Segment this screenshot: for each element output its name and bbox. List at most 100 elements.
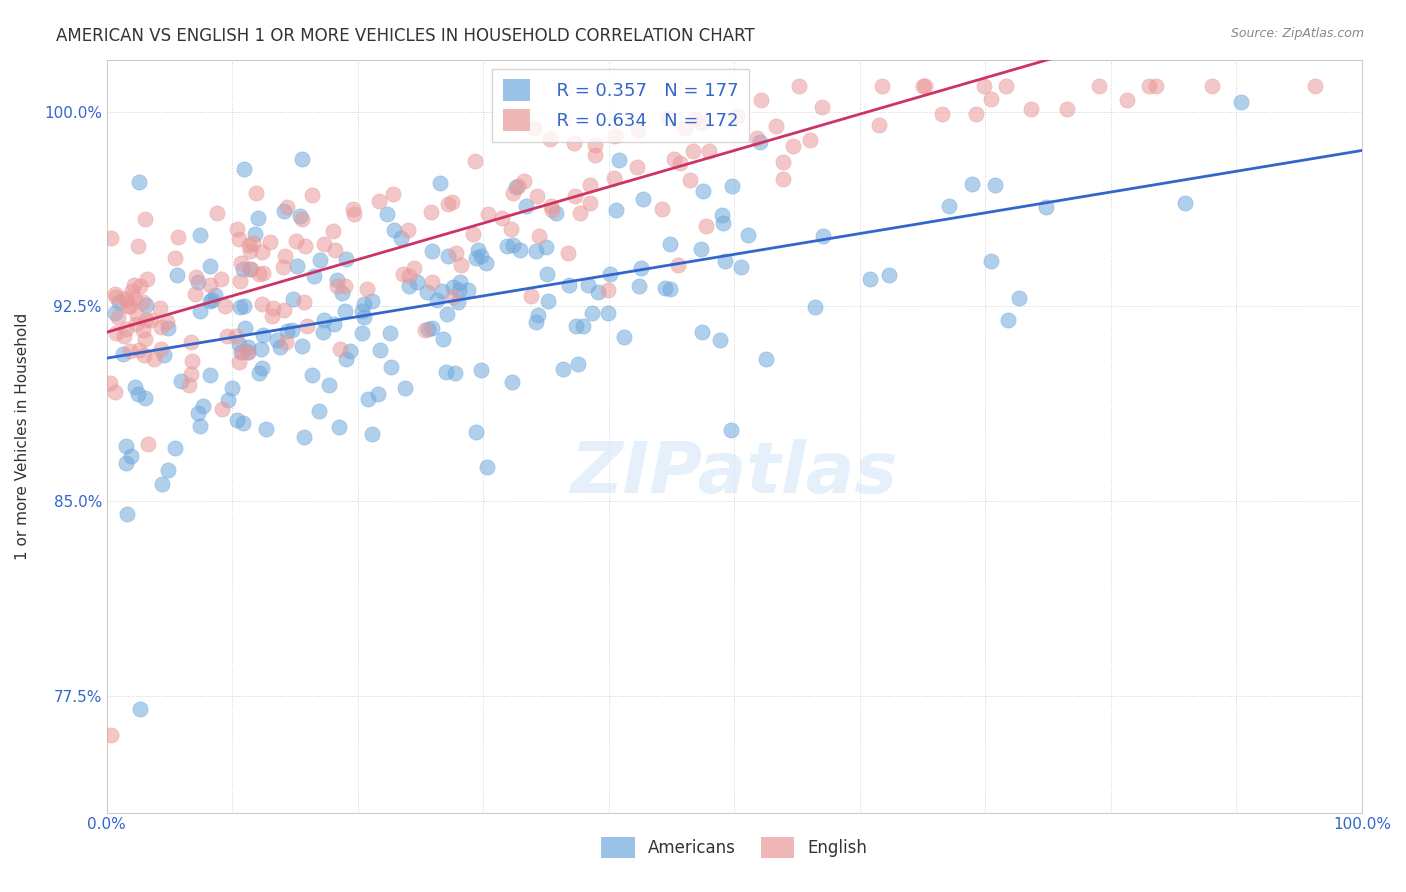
Point [127, 308, 149, 322]
Point [727, 109, 749, 123]
Point [184, 270, 207, 285]
Point [361, 293, 384, 308]
Point [135, 313, 157, 327]
Point [127, 239, 149, 253]
Point [683, 112, 706, 126]
Point [114, 291, 136, 305]
Point [422, 321, 444, 335]
Point [322, 223, 344, 237]
Point [713, 215, 735, 229]
Point [551, 362, 574, 376]
Point [441, 290, 464, 304]
Point [633, 192, 655, 206]
Point [350, 326, 373, 340]
Point [441, 280, 464, 294]
Point [869, 118, 891, 132]
Point [398, 278, 420, 293]
Point [666, 258, 689, 272]
Point [564, 189, 586, 203]
Point [276, 200, 298, 214]
Point [120, 449, 142, 463]
Point [191, 399, 214, 413]
Point [232, 416, 254, 430]
Point [576, 277, 599, 292]
Point [259, 235, 281, 249]
Point [541, 203, 564, 218]
Point [502, 238, 524, 252]
Point [150, 476, 173, 491]
Point [436, 197, 458, 211]
Point [569, 205, 592, 219]
Point [180, 367, 202, 381]
Point [402, 260, 425, 275]
Point [238, 345, 260, 359]
Point [302, 268, 325, 283]
Point [291, 152, 314, 166]
Point [558, 278, 581, 293]
Point [149, 320, 172, 334]
Point [188, 227, 211, 242]
Point [291, 212, 314, 227]
Point [697, 144, 720, 158]
Point [420, 276, 443, 290]
Point [657, 111, 679, 125]
Point [250, 342, 273, 356]
Point [602, 170, 624, 185]
Point [449, 283, 471, 297]
Point [491, 211, 513, 226]
Point [285, 259, 308, 273]
Point [292, 429, 315, 443]
Point [626, 122, 648, 136]
Point [274, 249, 297, 263]
Point [973, 78, 995, 93]
Point [124, 292, 146, 306]
Point [215, 329, 238, 343]
Point [811, 229, 834, 244]
Point [252, 266, 274, 280]
Point [1056, 102, 1078, 116]
Point [420, 244, 443, 258]
Point [464, 425, 486, 440]
Point [382, 187, 405, 202]
Point [117, 507, 139, 521]
Point [332, 286, 354, 301]
Point [114, 321, 136, 335]
Point [501, 376, 523, 390]
Point [112, 328, 135, 343]
Point [1144, 78, 1167, 93]
Point [429, 176, 451, 190]
Point [682, 144, 704, 158]
Point [232, 261, 254, 276]
Point [772, 172, 794, 186]
Text: AMERICAN VS ENGLISH 1 OR MORE VEHICLES IN HOUSEHOLD CORRELATION CHART: AMERICAN VS ENGLISH 1 OR MORE VEHICLES I… [56, 27, 755, 45]
Point [444, 366, 467, 380]
Point [226, 221, 249, 235]
Point [308, 404, 330, 418]
Point [914, 78, 936, 93]
Point [444, 246, 467, 260]
Point [115, 456, 138, 470]
Point [128, 278, 150, 293]
Point [1230, 95, 1253, 110]
Point [658, 236, 681, 251]
Point [394, 381, 416, 395]
Point [673, 120, 696, 135]
Point [229, 256, 252, 270]
Point [326, 273, 349, 287]
Point [519, 288, 541, 302]
Point [430, 284, 453, 298]
Point [245, 186, 267, 200]
Point [714, 253, 737, 268]
Point [209, 272, 232, 286]
Point [467, 243, 489, 257]
Point [329, 343, 352, 357]
Point [529, 228, 551, 243]
Point [187, 406, 209, 420]
Point [131, 323, 153, 337]
Y-axis label: 1 or more Vehicles in Household: 1 or more Vehicles in Household [15, 312, 30, 559]
Point [613, 330, 636, 344]
Point [201, 293, 224, 307]
Point [477, 207, 499, 221]
Point [120, 299, 142, 313]
Point [457, 284, 479, 298]
